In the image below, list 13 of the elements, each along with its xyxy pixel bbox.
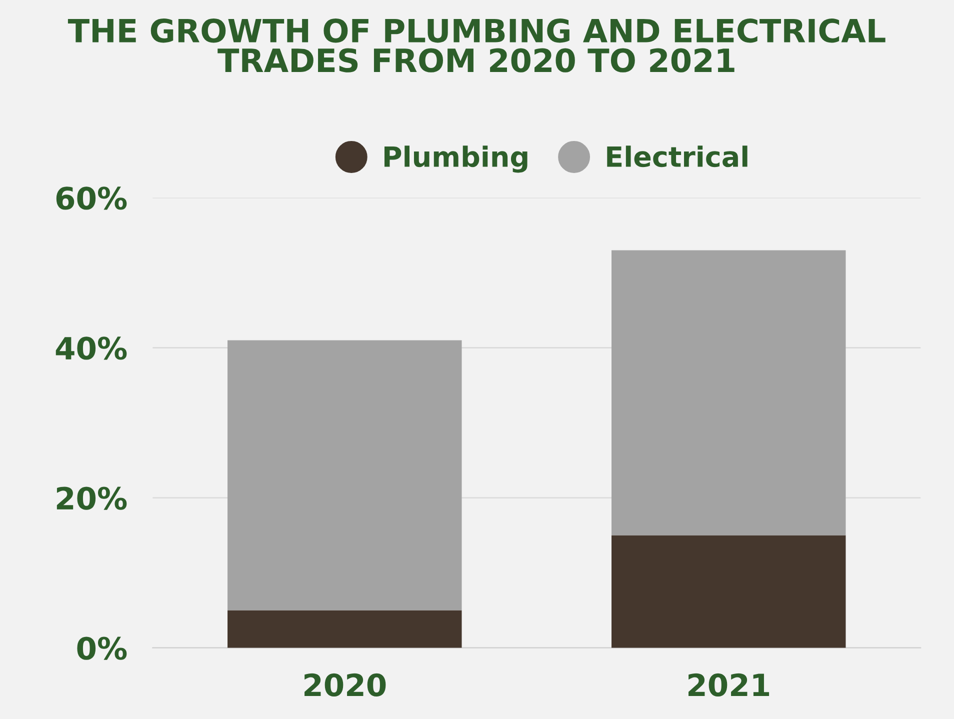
x-tick-label: 2020 — [304, 673, 386, 696]
y-tick-label: 40% — [56, 336, 127, 360]
x-tick-label: 2021 — [688, 673, 770, 696]
bar — [612, 535, 846, 648]
legend-label: Electrical — [607, 146, 748, 168]
bar — [612, 250, 846, 536]
y-tick-label: 20% — [56, 486, 127, 510]
legend-label: Plumbing — [384, 146, 528, 173]
y-tick-label: 60% — [56, 186, 127, 210]
bar — [228, 610, 462, 648]
bar — [228, 340, 462, 610]
chart-title: THE GROWTH OF PLUMBING AND ELECTRICAL TRADES FROM 2020 TO 2021 — [68, 18, 886, 72]
y-tick-label: 0% — [77, 636, 127, 660]
